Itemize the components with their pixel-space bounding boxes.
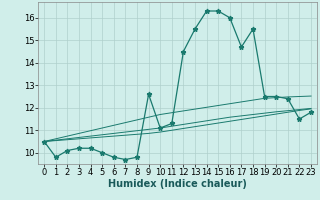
X-axis label: Humidex (Indice chaleur): Humidex (Indice chaleur): [108, 179, 247, 189]
